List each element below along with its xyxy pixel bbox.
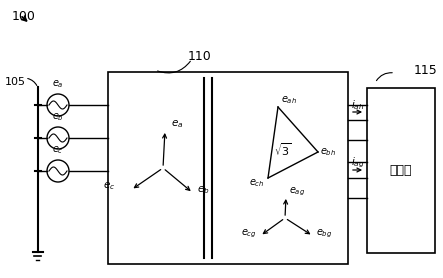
Text: 输出级: 输出级	[390, 164, 412, 177]
Text: $e_{bg}$: $e_{bg}$	[316, 228, 332, 240]
Text: $e_a$: $e_a$	[52, 78, 64, 90]
Text: $e_c$: $e_c$	[52, 144, 64, 156]
Text: $i_{ag}$: $i_{ag}$	[351, 156, 364, 170]
Text: 100: 100	[12, 10, 36, 23]
Text: $i_{ah}$: $i_{ah}$	[351, 98, 364, 112]
Text: $e_b$: $e_b$	[197, 184, 210, 196]
Text: $e_c$: $e_c$	[103, 180, 115, 192]
Text: 110: 110	[188, 49, 212, 63]
Text: $e_{bh}$: $e_{bh}$	[320, 146, 336, 158]
Bar	[108, 72, 348, 264]
Bar	[367, 88, 435, 253]
Text: $e_{ah}$: $e_{ah}$	[281, 94, 297, 106]
Text: $e_a$: $e_a$	[171, 118, 183, 130]
Text: 115: 115	[413, 63, 437, 76]
Text: $e_{ag}$: $e_{ag}$	[289, 186, 305, 198]
Text: $\sqrt{3}$: $\sqrt{3}$	[274, 142, 292, 158]
Text: 105: 105	[5, 77, 26, 87]
Text: $e_{ch}$: $e_{ch}$	[249, 177, 265, 189]
Text: $e_b$: $e_b$	[52, 111, 64, 123]
Text: $e_{cg}$: $e_{cg}$	[241, 228, 257, 240]
